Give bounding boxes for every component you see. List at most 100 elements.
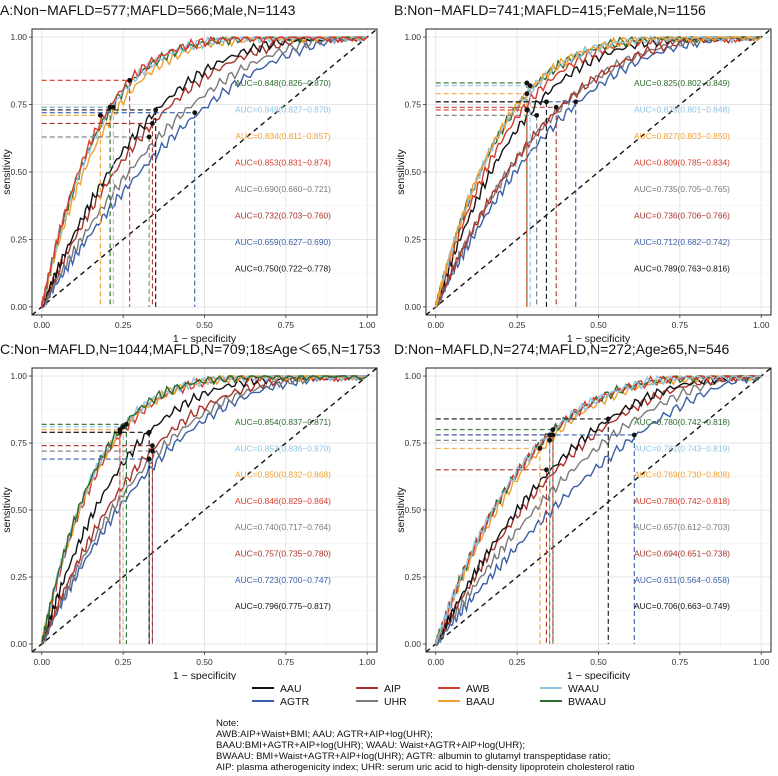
x-tick-label: 1.00 bbox=[753, 320, 770, 330]
auc-label-waau: AUC=0.781(0.743−0.819) bbox=[634, 443, 730, 453]
panel-title: C:Non−MAFLD,N=1044;MAFLD,N=709;18≤Age＜65… bbox=[0, 341, 381, 357]
y-tick-label: 0.25 bbox=[404, 572, 421, 582]
legend-label-agtr: AGTR bbox=[280, 696, 310, 708]
roc-curve-aau bbox=[435, 375, 762, 645]
panel-a: A:Non−MAFLD=577;MAFLD=566;Male,N=1143 AUC… bbox=[0, 2, 378, 345]
x-tick-label: 0.00 bbox=[427, 657, 444, 667]
cutoff-point-awb bbox=[550, 432, 556, 438]
y-tick-label: 0.50 bbox=[404, 167, 421, 177]
auc-label-agtr: AUC=0.712(0.682−0.742) bbox=[634, 237, 730, 247]
auc-label-aip: AUC=0.757(0.735−0.780) bbox=[235, 549, 331, 559]
legend-label-aip: AIP bbox=[384, 683, 401, 695]
note-line-1: AWB:AIP+Waist+BMI; AAU: AGTR+AIP+log(UHR… bbox=[216, 729, 433, 740]
y-tick-label: 0.25 bbox=[10, 572, 27, 582]
x-tick-label: 0.00 bbox=[33, 320, 50, 330]
x-axis-label: 1 − specificity bbox=[567, 333, 631, 345]
auc-label-uhr: AUC=0.740(0.717−0.764) bbox=[235, 522, 331, 532]
cutoff-point-uhr bbox=[150, 448, 155, 454]
x-tick-label: 0.25 bbox=[509, 657, 526, 667]
cutoff-point-uhr bbox=[547, 437, 553, 443]
auc-label-waau: AUC=0.848(0.827−0.870) bbox=[235, 105, 331, 115]
x-tick-label: 0.00 bbox=[427, 320, 444, 330]
auc-label-aau: AUC=0.706(0.663−0.749) bbox=[634, 601, 730, 611]
note-line-4: AIP: plasma atherogenicity index; UHR: s… bbox=[216, 762, 635, 773]
legend-label-uhr: UHR bbox=[384, 696, 407, 708]
cutoff-point-bwaau bbox=[550, 427, 556, 433]
auc-label-aip: AUC=0.736(0.706−0.766) bbox=[634, 211, 730, 221]
y-tick-label: 0.00 bbox=[404, 302, 421, 312]
y-tick-label: 0.50 bbox=[10, 505, 27, 515]
x-tick-label: 0.50 bbox=[196, 320, 213, 330]
y-tick-label: 0.75 bbox=[404, 438, 421, 448]
cutoff-point-baau bbox=[537, 445, 543, 451]
roc-curve-uhr bbox=[435, 375, 762, 645]
auc-label-aip: AUC=0.732(0.703−0.760) bbox=[235, 211, 331, 221]
auc-label-aau: AUC=0.750(0.722−0.778) bbox=[235, 264, 331, 274]
x-tick-label: 0.75 bbox=[278, 657, 295, 667]
note-title: Note: bbox=[216, 718, 239, 729]
auc-label-bwaau: AUC=0.780(0.742−0.818) bbox=[634, 417, 730, 427]
cutoff-point-aip bbox=[150, 121, 155, 126]
cutoff-point-aip bbox=[544, 467, 549, 473]
y-tick-label: 0.75 bbox=[404, 100, 421, 110]
auc-label-bwaau: AUC=0.848(0.826−0.870) bbox=[235, 78, 331, 88]
auc-label-aau: AUC=0.789(0.763−0.816) bbox=[634, 264, 730, 274]
cutoff-point-aau bbox=[605, 416, 611, 422]
x-axis-label: 1 − specificity bbox=[173, 333, 237, 345]
y-tick-label: 0.25 bbox=[10, 234, 27, 244]
auc-label-agtr: AUC=0.611(0.564−0.658) bbox=[634, 575, 730, 585]
cutoff-point-aau bbox=[153, 107, 159, 113]
auc-label-aip: AUC=0.694(0.651−0.738) bbox=[634, 549, 730, 559]
x-axis-label: 1 − specificity bbox=[173, 670, 237, 680]
reference-diagonal bbox=[425, 28, 772, 316]
auc-label-uhr: AUC=0.735(0.705−0.765) bbox=[634, 184, 730, 194]
cutoff-point-agtr bbox=[573, 99, 579, 105]
y-tick-label: 1.00 bbox=[10, 32, 27, 42]
y-tick-label: 0.00 bbox=[404, 639, 421, 649]
y-tick-label: 0.50 bbox=[404, 505, 421, 515]
cutoff-point-aau bbox=[146, 429, 152, 435]
x-tick-label: 0.50 bbox=[590, 657, 607, 667]
y-tick-label: 1.00 bbox=[10, 371, 27, 381]
panel-d: D:Non−MAFLD,N=274;MAFLD,N=272;Age≥65,N=5… bbox=[394, 341, 772, 680]
cutoff-point-aau bbox=[544, 99, 549, 105]
cutoff-point-waau bbox=[120, 424, 126, 430]
cutoff-point-agtr bbox=[192, 110, 198, 116]
reference-diagonal bbox=[31, 28, 378, 316]
auc-label-waau: AUC=0.825(0.801−0.848) bbox=[634, 105, 730, 115]
y-axis-label: sensitivity bbox=[1, 486, 13, 532]
auc-label-uhr: AUC=0.690(0.660−0.721) bbox=[235, 184, 331, 194]
legend-label-baau: BAAU bbox=[466, 696, 495, 708]
x-axis-label: 1 − specificity bbox=[567, 670, 631, 680]
note-line-2: BAAU:BMI+AGTR+AIP+log(UHR); WAAU: Waist+… bbox=[216, 740, 526, 751]
y-axis-label: sensitivity bbox=[1, 148, 13, 194]
roc-curve-waau bbox=[435, 375, 762, 645]
panel-title: D:Non−MAFLD,N=274;MAFLD,N=272;Age≥65,N=5… bbox=[394, 341, 730, 357]
y-tick-label: 1.00 bbox=[404, 32, 421, 42]
auc-label-awb: AUC=0.780(0.742−0.818) bbox=[634, 496, 730, 506]
y-tick-label: 0.75 bbox=[10, 100, 27, 110]
auc-label-uhr: AUC=0.657(0.612−0.703) bbox=[634, 522, 730, 532]
roc-curve-baau bbox=[435, 36, 762, 308]
cutoff-point-uhr bbox=[534, 112, 540, 118]
x-tick-label: 1.00 bbox=[359, 320, 376, 330]
auc-label-waau: AUC=0.853(0.836−0.870) bbox=[235, 443, 331, 453]
auc-label-bwaau: AUC=0.825(0.802−0.849) bbox=[634, 78, 730, 88]
x-tick-label: 0.50 bbox=[590, 320, 607, 330]
cutoff-point-uhr bbox=[146, 134, 152, 140]
roc-curve-bwaau bbox=[41, 374, 368, 645]
roc-curve-awb bbox=[435, 374, 762, 645]
cutoff-point-awb bbox=[524, 107, 530, 113]
auc-label-agtr: AUC=0.723(0.700−0.747) bbox=[235, 575, 331, 585]
panel-c: C:Non−MAFLD,N=1044;MAFLD,N=709;18≤Age＜65… bbox=[0, 341, 381, 680]
legend-label-awb: AWB bbox=[466, 683, 490, 695]
x-tick-label: 0.25 bbox=[115, 657, 132, 667]
x-tick-label: 1.00 bbox=[359, 657, 376, 667]
roc-curve-awb bbox=[41, 35, 368, 308]
reference-diagonal bbox=[31, 367, 378, 653]
y-tick-label: 0.50 bbox=[10, 167, 27, 177]
auc-label-awb: AUC=0.846(0.829−0.864) bbox=[235, 496, 331, 506]
auc-label-baau: AUC=0.827(0.803−0.850) bbox=[634, 131, 730, 141]
legend-label-waau: WAAU bbox=[568, 683, 599, 695]
cutoff-point-awb bbox=[127, 77, 133, 83]
